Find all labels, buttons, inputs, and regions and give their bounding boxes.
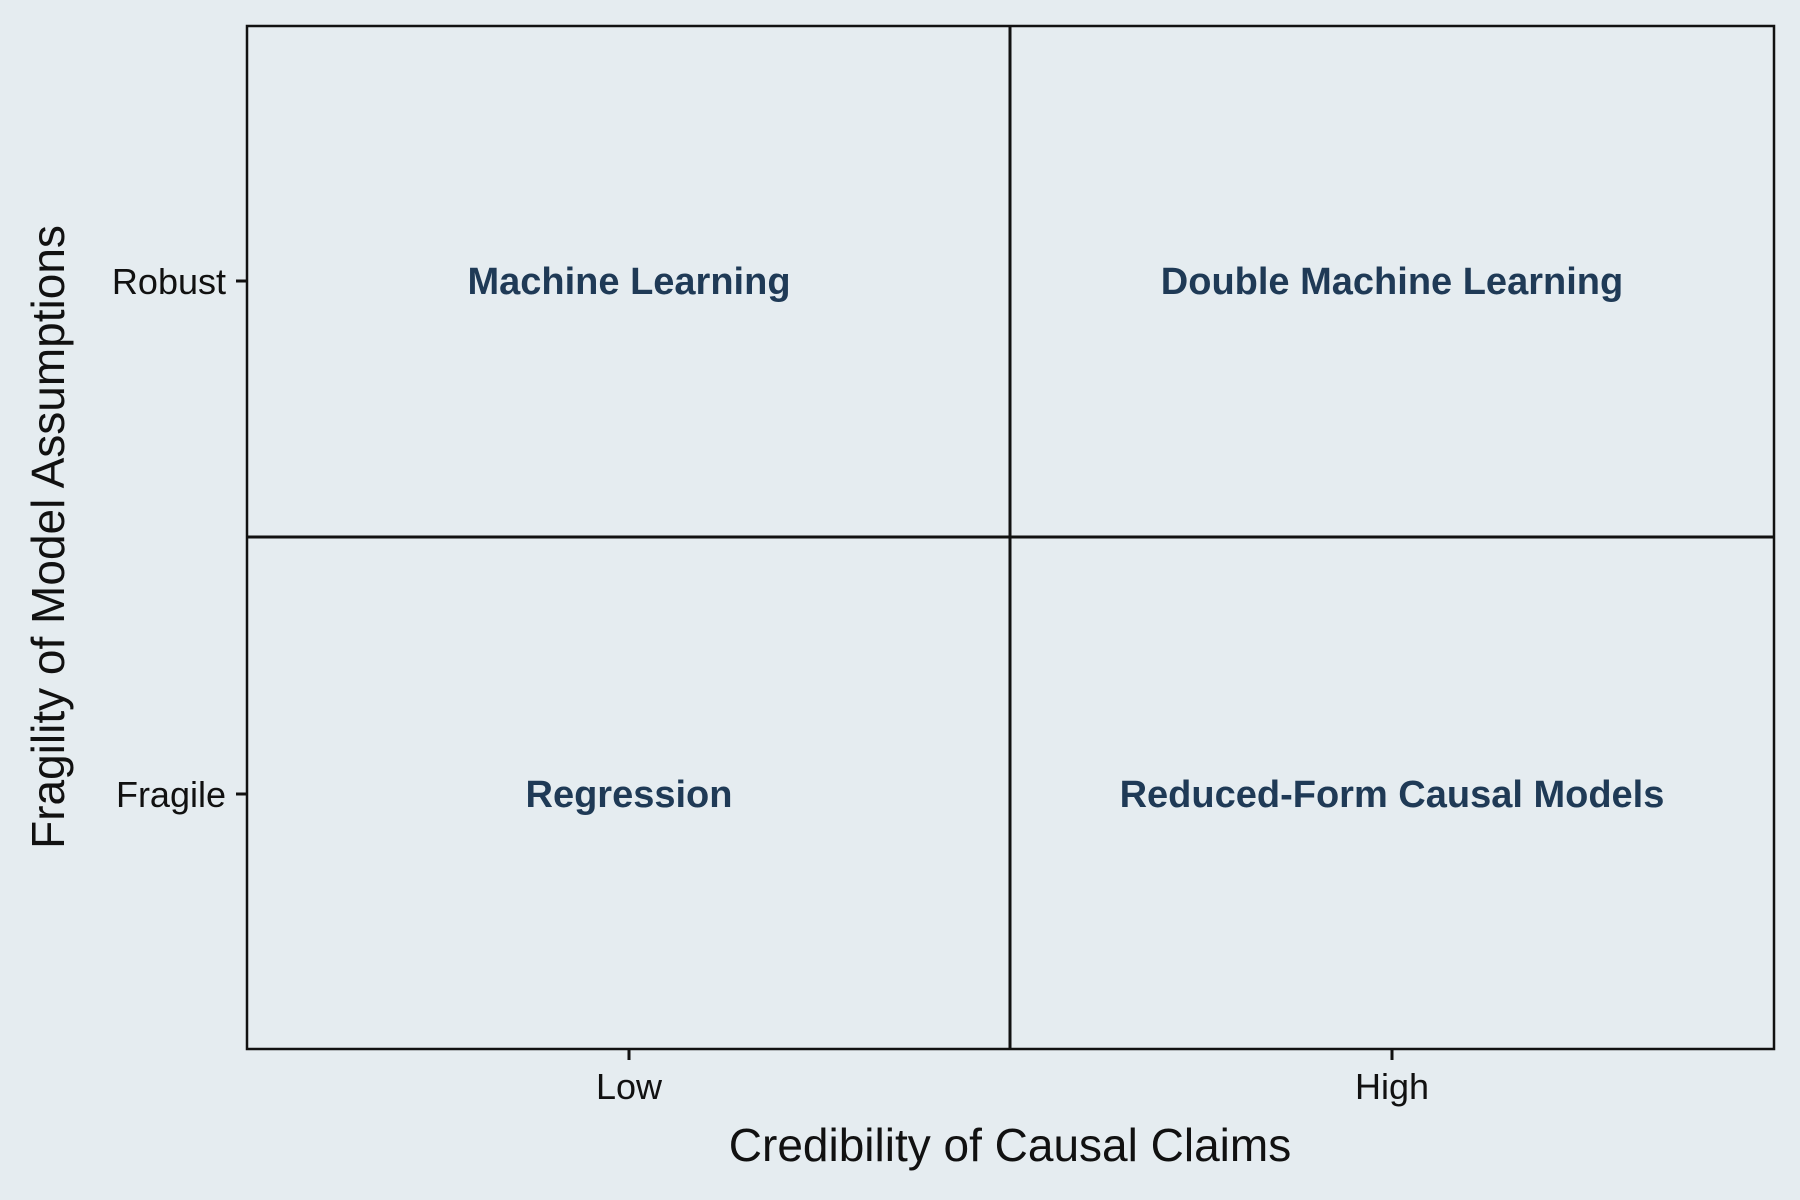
y-tick-label-robust: Robust <box>112 261 226 302</box>
x-tick-label-high: High <box>1355 1066 1429 1107</box>
quadrant-label-bottom-left: Regression <box>526 774 733 816</box>
y-tick-label-fragile: Fragile <box>116 774 226 815</box>
x-tick-label-low: Low <box>596 1066 663 1107</box>
y-axis-title: Fragility of Model Assumptions <box>22 225 74 849</box>
x-axis-title: Credibility of Causal Claims <box>729 1119 1291 1171</box>
quadrant-label-top-left: Machine Learning <box>467 261 790 303</box>
quadrant-label-bottom-right: Reduced-Form Causal Models <box>1120 774 1665 816</box>
quadrant-label-top-right: Double Machine Learning <box>1161 261 1623 303</box>
